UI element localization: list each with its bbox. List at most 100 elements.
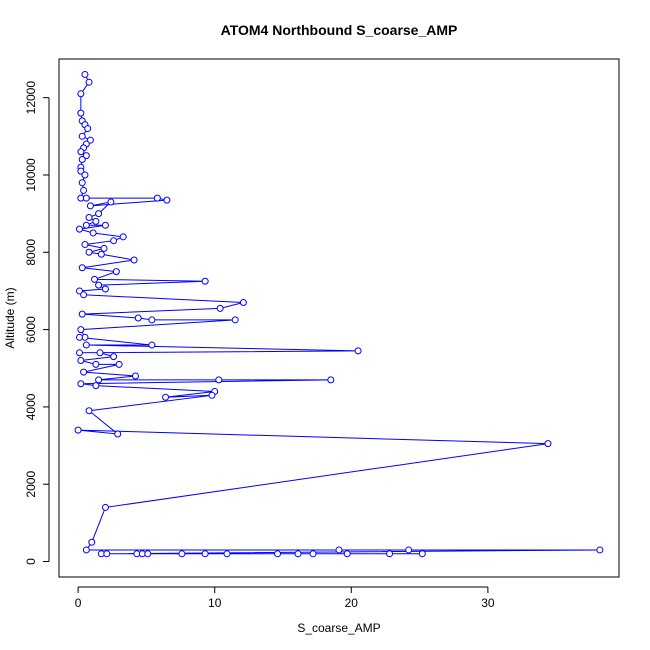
data-point (86, 136, 94, 144)
data-point (95, 376, 103, 384)
data-point (201, 277, 209, 285)
data-point (82, 546, 90, 554)
data-point (95, 210, 103, 218)
data-point (335, 546, 343, 554)
data-point (544, 440, 552, 448)
data-point (107, 198, 115, 206)
data-point (85, 213, 93, 221)
data-point (92, 360, 100, 368)
data-point (103, 550, 111, 558)
x-tick-label: 30 (481, 596, 495, 610)
x-tick-label: 20 (345, 596, 359, 610)
data-point (354, 347, 362, 355)
x-tick-label: 10 (208, 596, 222, 610)
data-point (144, 550, 152, 558)
data-point (80, 186, 88, 194)
data-point (309, 550, 317, 558)
data-point (131, 372, 139, 380)
data-point (101, 221, 109, 229)
data-point (162, 393, 170, 401)
data-point (114, 430, 122, 438)
y-tick-label: 6000 (24, 316, 38, 343)
data-point (82, 221, 90, 229)
data-point (231, 316, 239, 324)
data-point (81, 70, 89, 78)
data-point (82, 341, 90, 349)
chart-title: ATOM4 Northbound S_coarse_AMP (221, 22, 458, 38)
y-tick-label: 12000 (24, 81, 38, 115)
data-point (223, 550, 231, 558)
data-point (86, 202, 94, 210)
data-point (239, 299, 247, 307)
data-point (85, 78, 93, 86)
data-point (343, 550, 351, 558)
y-tick-label: 4000 (24, 393, 38, 420)
x-axis-title: S_coarse_AMP (297, 621, 380, 635)
data-point (78, 310, 86, 318)
data-point (327, 376, 335, 384)
data-point (294, 550, 302, 558)
data-point (78, 132, 86, 140)
data-point (77, 109, 85, 117)
data-point (110, 237, 118, 245)
data-point (115, 360, 123, 368)
y-tick-label: 10000 (24, 158, 38, 192)
data-point (74, 426, 82, 434)
data-point (596, 546, 604, 554)
data-point (405, 546, 413, 554)
data-point (85, 248, 93, 256)
data-point (82, 152, 90, 160)
data-point (82, 194, 90, 202)
data-point (89, 229, 97, 237)
data-point (81, 241, 89, 249)
data-point (75, 333, 83, 341)
data-point (96, 349, 104, 357)
data-point (216, 304, 224, 312)
data-point (215, 376, 223, 384)
data-point (77, 167, 85, 175)
data-point (78, 264, 86, 272)
data-point (418, 550, 426, 558)
data-point (78, 179, 86, 187)
data-point (148, 341, 156, 349)
data-point (92, 217, 100, 225)
data-point (101, 503, 109, 511)
x-tick-label: 0 (75, 596, 82, 610)
data-point (78, 156, 86, 164)
data-point (92, 382, 100, 390)
data-point (80, 368, 88, 376)
y-tick-label: 2000 (24, 471, 38, 498)
data-point (208, 391, 216, 399)
x-axis: 0 10 20 30 (75, 586, 495, 610)
plot-area-frame (58, 58, 620, 578)
data-point (274, 550, 282, 558)
data-point (153, 194, 161, 202)
data-point (130, 256, 138, 264)
y-axis: 0 2000 4000 6000 8000 10000 12000 (24, 81, 50, 565)
data-point (80, 291, 88, 299)
data-point (97, 250, 105, 258)
y-tick-label: 8000 (24, 239, 38, 266)
data-point (85, 407, 93, 415)
data-point (386, 550, 394, 558)
data-point (77, 357, 85, 365)
data-point (77, 90, 85, 98)
series-layer (74, 70, 604, 558)
data-point (77, 148, 85, 156)
data-point (134, 314, 142, 322)
data-point (163, 196, 171, 204)
y-tick-label: 0 (24, 558, 38, 565)
data-point (178, 550, 186, 558)
data-point (75, 349, 83, 357)
data-point (77, 326, 85, 334)
y-axis-title: Altitude (m) (3, 287, 17, 348)
data-point (84, 125, 92, 133)
data-point (100, 244, 108, 252)
data-point (95, 281, 103, 289)
data-point (75, 287, 83, 295)
data-point (119, 233, 127, 241)
data-point (110, 353, 118, 361)
data-point (75, 225, 83, 233)
